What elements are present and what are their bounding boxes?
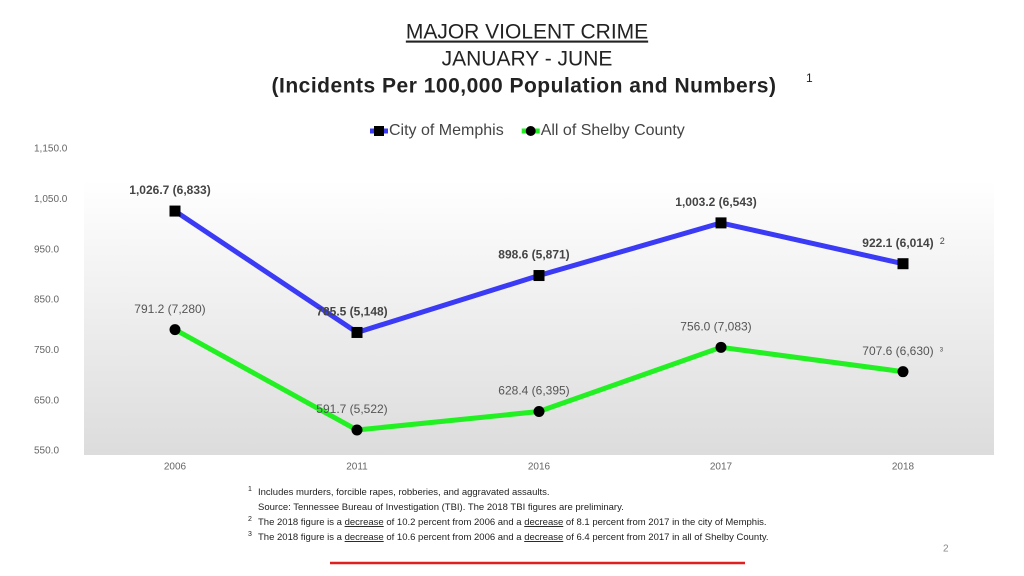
- marker: [351, 326, 363, 338]
- y-tick-label: 1,050.0: [34, 194, 68, 205]
- data-label: 591.7 (5,522): [316, 402, 387, 416]
- footnote-mark: 3: [248, 531, 252, 538]
- data-label: 898.6 (5,871): [498, 248, 569, 262]
- footnote-text: decrease: [345, 517, 384, 528]
- marker: [715, 341, 727, 353]
- marker: [374, 126, 384, 136]
- footnote: Includes murders, forcible rapes, robber…: [258, 487, 550, 498]
- footnote-text: The 2018 figure is a: [258, 532, 345, 543]
- footnote-text: Source: Tennessee Bureau of Investigatio…: [258, 502, 624, 513]
- y-tick-label: 650.0: [34, 395, 59, 406]
- footnotes: 1 Includes murders, forcible rapes, robbe…: [248, 486, 769, 543]
- chart-subtitle: (Incidents Per 100,000 Population and Nu…: [272, 75, 777, 98]
- data-label: 1,026.7 (6,833): [129, 183, 210, 197]
- footnote-mark: 2: [248, 516, 252, 523]
- data-label: 922.1 (6,014): [862, 236, 933, 250]
- data-label: 707.6 (6,630): [862, 344, 933, 358]
- y-tick-label: 750.0: [34, 345, 59, 356]
- marker: [533, 406, 545, 418]
- data-label: 1,003.2 (6,543): [675, 195, 756, 209]
- footnote-text: of 10.2 percent from 2006 and a: [384, 517, 524, 528]
- title-note: 1: [806, 71, 813, 85]
- legend: City of Memphis All of Shelby County: [370, 122, 685, 139]
- marker: [169, 205, 181, 217]
- y-tick-label: 1,150.0: [34, 144, 68, 155]
- footnote-mark: 1: [248, 486, 252, 493]
- page-number: 2: [943, 544, 949, 555]
- data-label: 756.0 (7,083): [680, 319, 751, 333]
- label-note: 2: [940, 236, 945, 246]
- label-note: 3: [940, 347, 944, 353]
- chart-subtitle: JANUARY - JUNE: [442, 48, 613, 71]
- x-tick-label: 2006: [164, 462, 187, 473]
- footnote-text: Includes murders, forcible rapes, robber…: [258, 487, 550, 498]
- chart-title: MAJOR VIOLENT CRIME: [406, 21, 648, 44]
- footnote-text: decrease: [524, 517, 563, 528]
- data-label: 628.4 (6,395): [498, 384, 569, 398]
- footnote-text: of 8.1 percent from 2017 in the city of …: [563, 517, 766, 528]
- x-tick-label: 2017: [710, 462, 733, 473]
- y-tick-label: 950.0: [34, 244, 59, 255]
- footnote-text: of 10.6 percent from 2006 and a: [384, 532, 524, 543]
- marker: [169, 324, 181, 336]
- marker: [525, 126, 536, 136]
- x-tick-label: 2018: [892, 462, 915, 473]
- marker: [897, 366, 909, 378]
- legend-label: City of Memphis: [389, 122, 504, 139]
- marker: [533, 270, 545, 282]
- marker: [715, 217, 727, 229]
- legend-label: All of Shelby County: [541, 122, 685, 139]
- x-tick-label: 2016: [528, 462, 551, 473]
- y-tick-label: 850.0: [34, 295, 59, 306]
- plot: 550.0 650.0 750.0 850.0 950.0 1,050.0 1,150.0 2…: [34, 144, 945, 473]
- data-label: 791.2 (7,280): [134, 302, 205, 316]
- footnote-text: The 2018 figure is a: [258, 517, 345, 528]
- footnote: Source: Tennessee Bureau of Investigatio…: [258, 502, 624, 513]
- footnote-text: of 6.4 percent from 2017 in all of Shelb…: [563, 532, 768, 543]
- marker: [351, 424, 363, 436]
- footnote-text: decrease: [524, 532, 563, 543]
- footnote-text: decrease: [345, 532, 384, 543]
- x-tick-label: 2011: [346, 462, 368, 473]
- y-tick-label: 550.0: [34, 446, 59, 457]
- footnote: The 2018 figure is a decrease of 10.6 pe…: [258, 532, 769, 543]
- data-label: 785.5 (5,148): [316, 305, 387, 319]
- marker: [897, 258, 909, 270]
- footnote: The 2018 figure is a decrease of 10.2 pe…: [258, 517, 767, 528]
